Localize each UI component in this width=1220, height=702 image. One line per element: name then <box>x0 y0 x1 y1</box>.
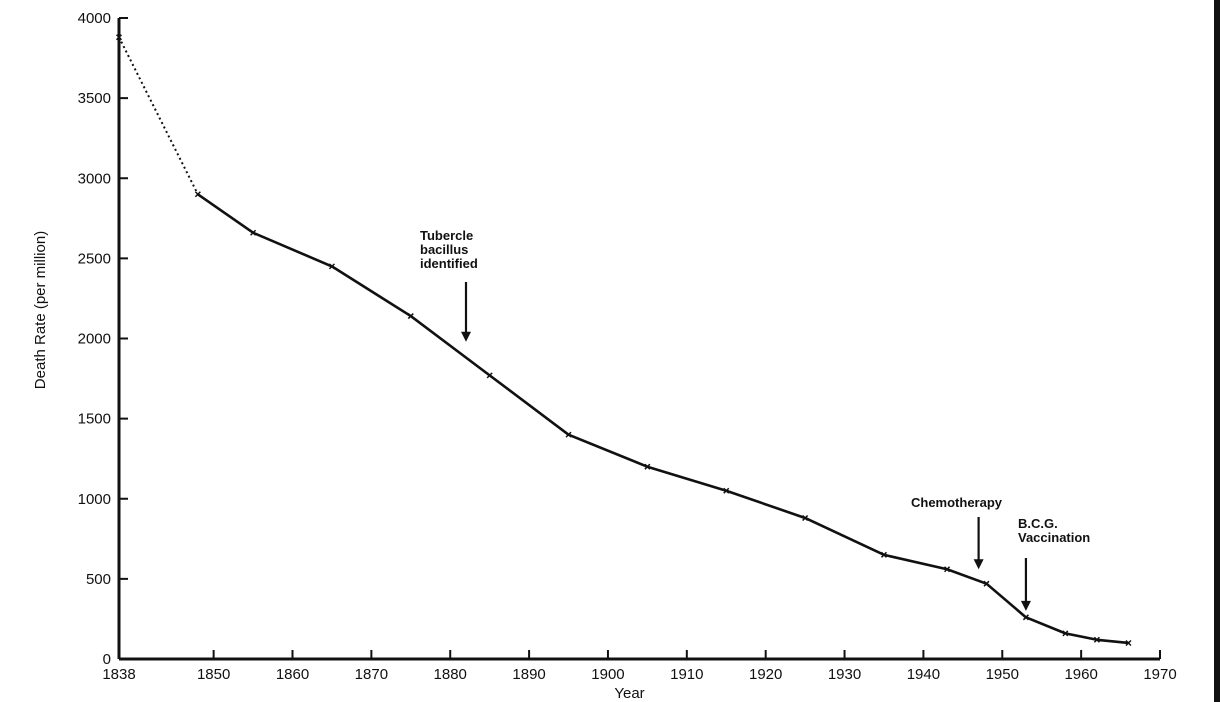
y-tick-label: 1000 <box>78 491 111 508</box>
series-segment <box>197 193 254 234</box>
annotation: B.C.G.Vaccination <box>1018 516 1090 611</box>
y-tick-label: 3000 <box>78 170 111 187</box>
series-segment <box>804 516 885 557</box>
x-tick-label: 1940 <box>907 666 940 683</box>
series-segment <box>252 231 333 268</box>
y-tick-label: 2500 <box>78 250 111 267</box>
y-tick-label: 1500 <box>78 411 111 428</box>
x-tick-label: 1960 <box>1064 666 1097 683</box>
series-segment-dotted <box>118 36 199 195</box>
annotation-arrow-head <box>1020 600 1031 611</box>
data-point <box>1125 639 1132 647</box>
y-axis-title: Death Rate (per million) <box>32 231 49 389</box>
data-point <box>407 313 414 320</box>
y-tick-label: 500 <box>86 571 111 588</box>
annotation-arrow-head <box>973 559 984 570</box>
annotation-text: Chemotherapy <box>911 495 1003 510</box>
data-point <box>328 263 335 270</box>
annotation-text: Tubercle <box>420 228 473 243</box>
annotation-text: B.C.G. <box>1018 516 1058 531</box>
annotation-text: Vaccination <box>1018 530 1090 545</box>
annotation-arrow-head <box>461 331 471 342</box>
data-point <box>1062 630 1069 637</box>
data-point <box>802 514 809 522</box>
annotation: Chemotherapy <box>911 495 1003 570</box>
x-tick-label: 1930 <box>828 666 861 683</box>
series-segment <box>1096 638 1129 645</box>
x-axis-title: Year <box>614 685 644 702</box>
series-segment <box>488 374 570 436</box>
x-tick-label: 1850 <box>197 666 230 683</box>
data-point <box>250 229 257 236</box>
x-tick-label: 1920 <box>749 666 782 683</box>
series-segment <box>568 433 648 468</box>
series-segment <box>410 315 491 377</box>
x-tick-label: 1880 <box>434 666 467 683</box>
axes <box>117 18 1160 661</box>
x-tick-label: 1900 <box>591 666 624 683</box>
x-tick-label: 1838 <box>102 666 135 683</box>
data-point <box>983 580 990 587</box>
y-tick-label: 2000 <box>78 331 111 348</box>
series-segment <box>946 568 987 585</box>
x-tick-label: 1950 <box>986 666 1019 683</box>
series-segment <box>1025 616 1066 635</box>
series-segment <box>985 582 1027 619</box>
x-tick-label: 1910 <box>670 666 703 683</box>
data-point <box>723 487 730 494</box>
series-segment <box>331 265 412 318</box>
series-segment <box>725 489 806 520</box>
y-tick-label: 3500 <box>78 90 111 107</box>
x-tick-label: 1860 <box>276 666 309 683</box>
data-point <box>115 34 123 41</box>
series-group <box>115 34 1132 647</box>
series-segment <box>1065 632 1098 642</box>
x-tick-label: 1970 <box>1143 666 1176 683</box>
data-point <box>944 566 951 573</box>
x-tick-label: 1870 <box>355 666 388 683</box>
y-axis-ticks: 0 500 1000 1500 2000 2500 3000 3500 4000 <box>78 10 128 668</box>
data-point <box>644 463 651 470</box>
x-tick-label: 1890 <box>512 666 545 683</box>
data-point <box>1093 636 1100 643</box>
annotation-text: identified <box>420 256 478 271</box>
scan-border <box>1214 0 1220 702</box>
data-point <box>486 372 493 379</box>
series-segment <box>647 465 727 492</box>
data-point <box>194 191 201 198</box>
data-point <box>880 551 888 558</box>
annotation-text: bacillus <box>420 242 468 257</box>
data-point <box>1022 614 1029 621</box>
x-axis-ticks: 1838 1850 1860 1870 1880 1890 1900 1910 1920 1930… <box>102 650 1177 683</box>
data-point <box>565 431 572 438</box>
y-tick-label: 4000 <box>78 10 111 27</box>
series-segment <box>883 553 948 571</box>
y-tick-label: 0 <box>103 651 111 668</box>
